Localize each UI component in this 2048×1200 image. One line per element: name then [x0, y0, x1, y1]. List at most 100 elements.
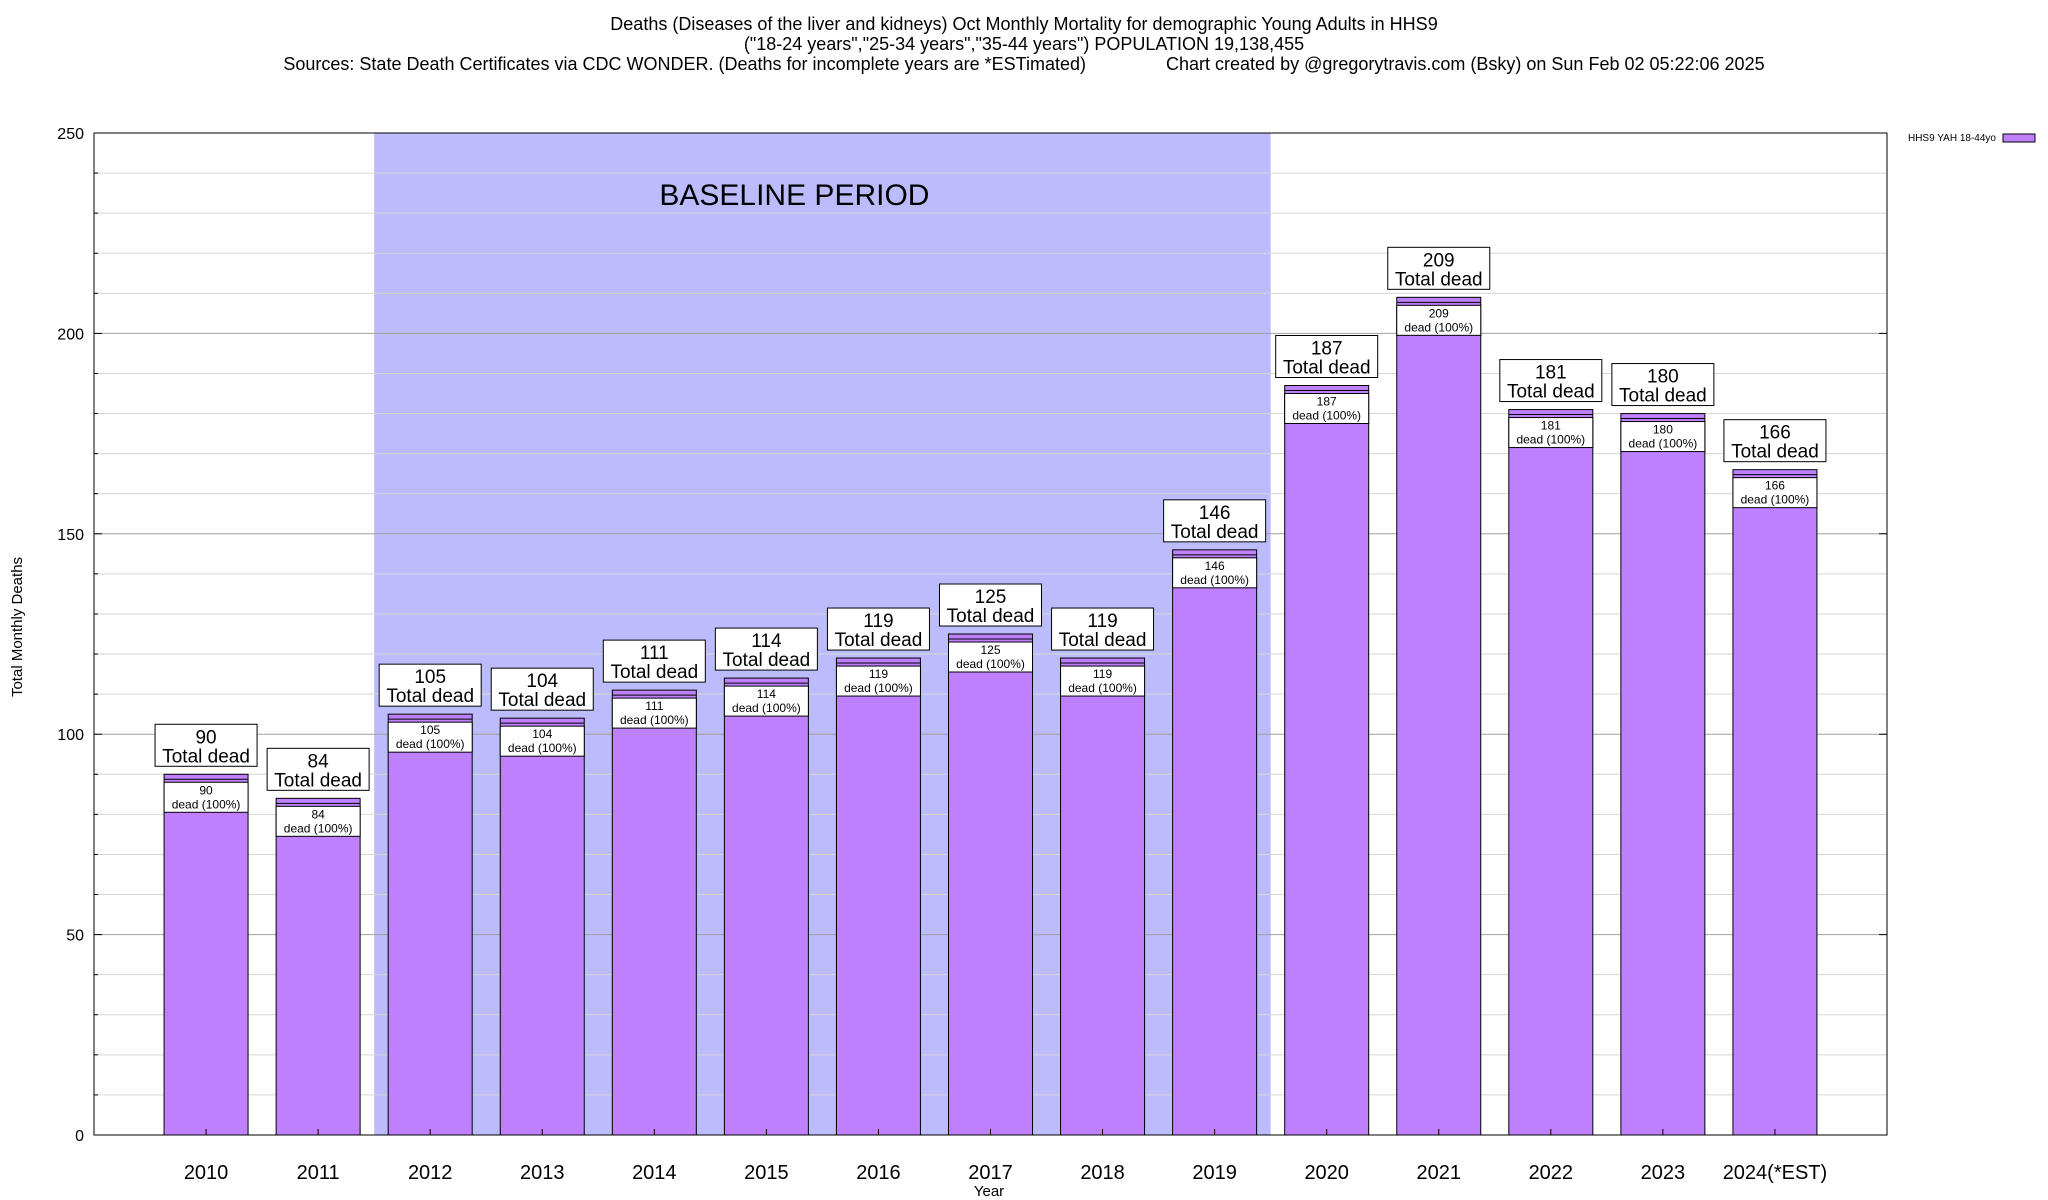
bar-2011 [275, 797, 361, 1136]
inner-label-box [387, 721, 473, 753]
x-tick-label: 2024(*EST) [1723, 1162, 1828, 1184]
x-tick-label: 2013 [520, 1162, 565, 1184]
x-tick-label: 2011 [297, 1162, 340, 1184]
total-label-value: 125 [975, 587, 1007, 608]
total-label-text: Total dead [610, 662, 698, 683]
inner-label-text: dead (100%) [1516, 433, 1585, 447]
inner-label-value: 166 [1765, 479, 1785, 493]
inner-label-value: 105 [420, 723, 440, 737]
inner-label-box [1508, 417, 1594, 449]
inner-label-box [1732, 477, 1818, 509]
x-tick-label: 2010 [184, 1162, 229, 1184]
x-tick-label: 2020 [1304, 1162, 1349, 1184]
inner-label-value: 181 [1541, 419, 1561, 433]
inner-label-box [723, 685, 809, 717]
total-label-box [714, 627, 818, 671]
total-label-value: 146 [1199, 503, 1231, 524]
inner-label-box [611, 697, 697, 729]
legend-label: HHS9 YAH 18-44yo [1908, 133, 1996, 144]
x-tick-label: 2018 [1080, 1162, 1125, 1184]
total-label-value: 105 [414, 667, 446, 688]
x-tick-label: 2015 [744, 1162, 789, 1184]
inner-label-value: 104 [532, 727, 552, 741]
total-label-value: 84 [308, 751, 330, 772]
total-label-value: 111 [640, 643, 669, 664]
inner-label-text: dead (100%) [172, 797, 241, 811]
inner-label-text: dead (100%) [956, 657, 1025, 671]
inner-label-value: 146 [1205, 559, 1225, 573]
inner-label-text: dead (100%) [1180, 573, 1249, 587]
total-label-text: Total dead [947, 606, 1035, 627]
total-label-box [154, 723, 258, 767]
total-label-value: 119 [863, 611, 893, 632]
total-label-text: Total dead [1619, 386, 1707, 407]
inner-label-text: dead (100%) [1068, 681, 1137, 695]
inner-label-value: 187 [1317, 395, 1337, 409]
y-tick-label: 200 [57, 326, 84, 343]
y-tick-label: 250 [57, 126, 84, 143]
inner-label-box [275, 805, 361, 837]
inner-label-text: dead (100%) [732, 701, 801, 715]
legend-swatch [2002, 133, 2036, 143]
y-tick-label: 0 [75, 1128, 84, 1145]
total-label-value: 181 [1535, 363, 1567, 384]
bar-2014 [611, 689, 697, 1136]
x-tick-label: 2021 [1417, 1162, 1462, 1184]
total-label-box [939, 583, 1042, 627]
total-label-box [490, 667, 594, 711]
inner-label-box [1284, 393, 1370, 425]
total-label-value: 104 [526, 671, 558, 692]
x-tick-label: 2014 [632, 1162, 677, 1184]
total-label-box [602, 639, 706, 683]
total-label-box [1275, 335, 1379, 379]
bar-2013 [499, 717, 585, 1136]
inner-label-value: 119 [1093, 667, 1112, 681]
inner-label-text: dead (100%) [396, 737, 465, 751]
bar-2012 [387, 713, 473, 1136]
total-label-value: 187 [1311, 339, 1343, 360]
bar-2016 [835, 657, 921, 1136]
total-label-value: 166 [1759, 423, 1791, 444]
inner-label-value: 180 [1653, 423, 1673, 437]
total-label-value: 119 [1087, 611, 1117, 632]
inner-label-text: dead (100%) [1292, 409, 1361, 423]
inner-label-box [1620, 421, 1706, 453]
inner-label-value: 111 [645, 699, 664, 713]
total-label-text: Total dead [1507, 382, 1595, 403]
bar-2017 [948, 633, 1033, 1136]
plot-frame [93, 132, 1888, 1136]
bar-2019 [1172, 549, 1258, 1136]
total-label-text: Total dead [1171, 522, 1259, 543]
inner-label-box [499, 725, 585, 757]
inner-label-text: dead (100%) [620, 713, 689, 727]
x-tick-label: 2023 [1641, 1162, 1686, 1184]
bar-2024(*EST) [1732, 469, 1818, 1136]
total-label-box [1499, 359, 1603, 403]
total-label-text: Total dead [274, 770, 362, 791]
total-label-text: Total dead [1283, 358, 1371, 379]
inner-label-value: 84 [311, 807, 325, 821]
total-label-box [1611, 363, 1715, 407]
inner-label-box [163, 781, 249, 813]
bar-2010 [163, 773, 249, 1136]
total-label-text: Total dead [386, 686, 474, 707]
